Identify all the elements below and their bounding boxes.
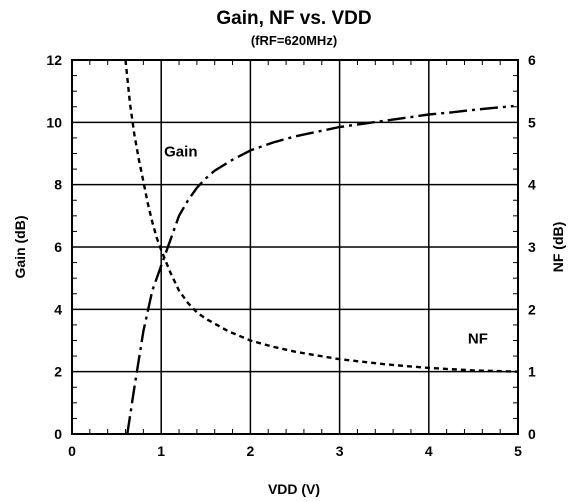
series-annotations: Gain NF	[164, 144, 488, 348]
y2-axis-label: NF (dB)	[550, 222, 566, 273]
annotation-gain: Gain	[164, 144, 197, 161]
y2-tick-label: 5	[528, 114, 536, 130]
x-tick-label: 2	[247, 443, 255, 459]
y-tick-label: 2	[54, 364, 62, 380]
y2-tick-label: 4	[528, 177, 536, 193]
y2-tick-label: 1	[528, 364, 536, 380]
y-tick-label: 10	[46, 114, 62, 130]
y2-tick-label: 6	[528, 52, 536, 68]
y-tick-label: 0	[54, 426, 62, 442]
x-axis-label: VDD (V)	[268, 481, 320, 497]
series-line-gain	[126, 104, 514, 435]
y2-tick-label: 2	[528, 301, 536, 317]
chart-subtitle: (fRF=620MHz)	[251, 33, 337, 48]
y-tick-label: 8	[54, 177, 62, 193]
y-tick-label: 12	[46, 52, 62, 68]
annotation-nf: NF	[468, 331, 488, 348]
y-tick-label: 4	[54, 301, 62, 317]
x-tick-label: 1	[157, 443, 165, 459]
y-tick-label: 6	[54, 239, 62, 255]
chart-title: Gain, NF vs. VDD	[216, 8, 371, 29]
x-tick-label: 0	[68, 443, 76, 459]
y2-tick-label: 0	[528, 426, 536, 442]
x-tick-label: 4	[425, 443, 433, 459]
y2-tick-label: 3	[528, 239, 536, 255]
x-tick-label: 3	[336, 443, 344, 459]
series-line-nf	[124, 59, 519, 373]
x-tick-label: 5	[514, 443, 522, 459]
y-axis-label: Gain (dB)	[12, 216, 28, 279]
grid-lines	[72, 60, 518, 434]
plot-frame	[71, 59, 519, 435]
series-layer	[124, 59, 519, 435]
